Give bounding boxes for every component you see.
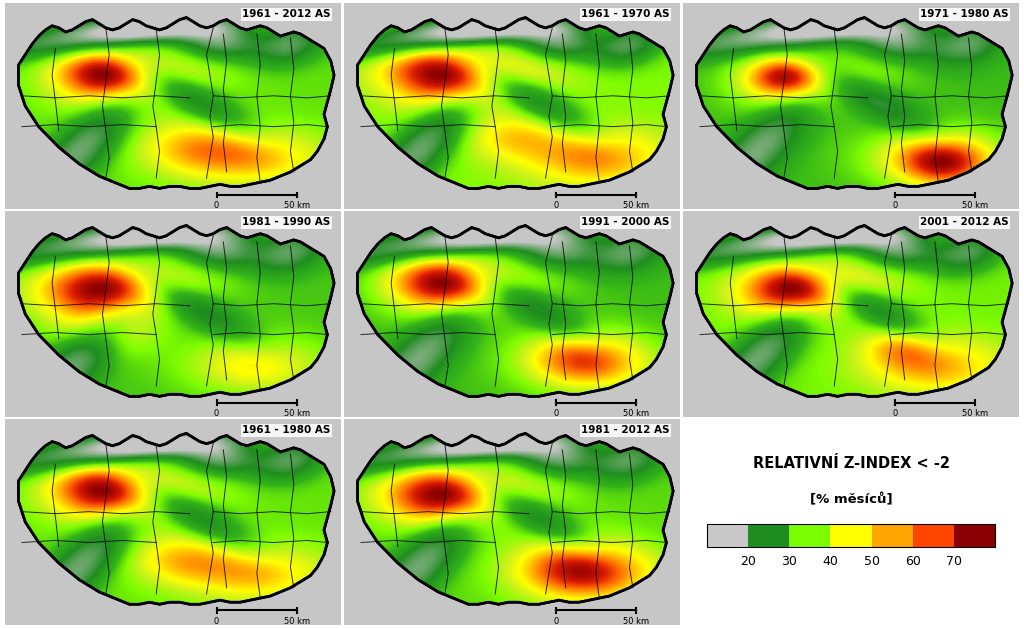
Bar (707, 524, 995, 546)
Text: 1981 - 1990 AS: 1981 - 1990 AS (243, 217, 331, 227)
Text: 1991 - 2000 AS: 1991 - 2000 AS (582, 217, 670, 227)
Text: 50 km: 50 km (624, 617, 649, 625)
Text: RELATIVNÍ Z-INDEX < -2: RELATIVNÍ Z-INDEX < -2 (753, 456, 949, 471)
Text: 20: 20 (740, 555, 756, 568)
Bar (871, 524, 913, 546)
Text: 0: 0 (553, 409, 558, 418)
Text: 0: 0 (214, 409, 219, 418)
Text: 50 km: 50 km (963, 201, 988, 210)
Text: 0: 0 (214, 201, 219, 210)
Text: 1961 - 2012 AS: 1961 - 2012 AS (243, 9, 331, 19)
Text: 50 km: 50 km (963, 409, 988, 418)
Text: 30: 30 (781, 555, 797, 568)
Text: 1961 - 1970 AS: 1961 - 1970 AS (582, 9, 670, 19)
Text: 0: 0 (892, 409, 897, 418)
Text: 0: 0 (892, 201, 897, 210)
Text: 1971 - 1980 AS: 1971 - 1980 AS (921, 9, 1009, 19)
Bar (913, 524, 954, 546)
Bar (707, 524, 748, 546)
Text: 50 km: 50 km (624, 409, 649, 418)
Text: 0: 0 (553, 201, 558, 210)
Bar (790, 524, 830, 546)
Text: 70: 70 (946, 555, 963, 568)
Text: 50 km: 50 km (284, 617, 310, 625)
Text: [% měsíců]: [% měsíců] (810, 493, 892, 506)
Text: 50: 50 (863, 555, 880, 568)
Text: 1981 - 2012 AS: 1981 - 2012 AS (582, 425, 670, 435)
Text: 50 km: 50 km (624, 201, 649, 210)
Bar (954, 524, 995, 546)
Text: 60: 60 (905, 555, 921, 568)
Text: 50 km: 50 km (284, 409, 310, 418)
Text: 0: 0 (214, 617, 219, 625)
Text: 40: 40 (822, 555, 839, 568)
Text: 1961 - 1980 AS: 1961 - 1980 AS (243, 425, 331, 435)
Bar (830, 524, 871, 546)
Text: 2001 - 2012 AS: 2001 - 2012 AS (921, 217, 1009, 227)
Text: 0: 0 (553, 617, 558, 625)
Text: 50 km: 50 km (284, 201, 310, 210)
Bar (748, 524, 790, 546)
